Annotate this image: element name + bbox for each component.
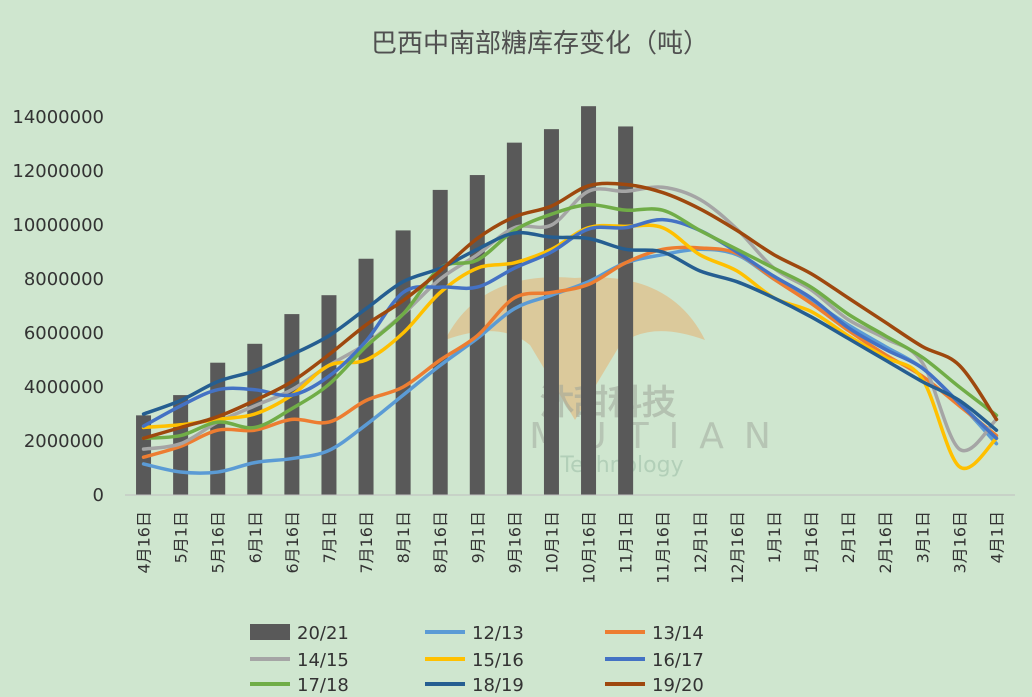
y-tick-label: 12000000 <box>12 161 104 182</box>
line-series-17/18 <box>141 202 999 441</box>
x-tick-label: 6月1日 <box>246 511 265 563</box>
x-tick-label: 2月16日 <box>876 511 895 574</box>
x-axis-ticks: 4月16日 5月1日 5月16日 6月1日 6月16日 7月1日 7月16日 8月1日 8月16… <box>135 511 1007 584</box>
x-tick-label: 7月1日 <box>320 511 339 563</box>
x-tick-label: 4月16日 <box>135 511 154 574</box>
line-series-group <box>141 181 999 475</box>
x-tick-label: 5月16日 <box>209 511 228 574</box>
x-tick-label: 8月16日 <box>431 511 450 574</box>
y-axis-ticks: 0 2000000 4000000 6000000 8000000 10000000 120… <box>12 107 104 506</box>
legend-item-label: 18/19 <box>472 675 524 696</box>
legend-swatch <box>250 624 290 640</box>
x-tick-label: 1月1日 <box>765 511 784 563</box>
bar-20/21 <box>247 343 263 495</box>
y-tick-label: 4000000 <box>24 377 104 398</box>
line-series-19/20 <box>141 181 999 441</box>
x-tick-label: 8月1日 <box>394 511 413 563</box>
bar-20/21 <box>321 295 337 495</box>
mutian-watermark-logo: 沐甜科技 MUTIAN Technology <box>445 277 791 478</box>
x-tick-label: 3月16日 <box>950 511 969 574</box>
y-tick-label: 0 <box>93 485 104 506</box>
legend-item-label: 16/17 <box>652 650 704 671</box>
x-tick-label: 12月16日 <box>728 511 747 584</box>
x-tick-label: 7月16日 <box>357 511 376 574</box>
chart-title: 巴西中南部糖库存变化（吨） <box>371 29 709 59</box>
y-tick-label: 2000000 <box>24 431 104 452</box>
legend: 20/21 12/13 13/14 14/15 15/16 16/17 17/18 18/19… <box>250 623 704 696</box>
x-tick-label: 11月1日 <box>617 511 636 574</box>
y-tick-label: 6000000 <box>24 323 104 344</box>
y-tick-label: 10000000 <box>12 215 104 236</box>
bar-20/21 <box>395 230 411 495</box>
legend-item-label: 12/13 <box>472 623 524 644</box>
bar-20/21 <box>506 142 522 495</box>
bar-series-20-21 <box>136 106 634 496</box>
y-tick-label: 14000000 <box>12 107 104 128</box>
x-tick-label: 9月1日 <box>468 511 487 563</box>
watermark-cn-text: 沐甜科技 <box>540 383 676 423</box>
bar-20/21 <box>432 189 448 495</box>
bar-20/21 <box>358 258 374 495</box>
x-tick-label: 4月1日 <box>987 511 1006 563</box>
bar-20/21 <box>284 314 300 495</box>
legend-item-label: 17/18 <box>297 675 349 696</box>
line-series-14/15 <box>141 185 999 453</box>
x-tick-label: 5月1日 <box>172 511 191 563</box>
legend-item-label: 19/20 <box>652 675 704 696</box>
x-tick-label: 3月1日 <box>913 511 932 563</box>
x-tick-label: 10月16日 <box>580 511 599 584</box>
x-tick-label: 2月1日 <box>839 511 858 563</box>
x-tick-label: 11月16日 <box>654 511 673 584</box>
legend-item-label: 14/15 <box>297 650 349 671</box>
line-series-16/17 <box>141 217 999 441</box>
x-tick-label: 12月1日 <box>691 511 710 574</box>
line-series-13/14 <box>141 245 999 459</box>
line-series-18/19 <box>141 230 999 432</box>
x-tick-label: 6月16日 <box>283 511 302 574</box>
bar-20/21 <box>618 126 634 495</box>
x-tick-label: 9月16日 <box>505 511 524 574</box>
bar-20/21 <box>136 415 152 495</box>
x-tick-label: 10月1日 <box>542 511 561 574</box>
bar-20/21 <box>543 129 559 495</box>
watermark-en-text: MUTIAN <box>529 416 791 457</box>
legend-item-label: 20/21 <box>297 623 349 644</box>
legend-item-label: 15/16 <box>472 650 524 671</box>
y-tick-label: 8000000 <box>24 269 104 290</box>
legend-item-label: 13/14 <box>652 623 704 644</box>
x-tick-label: 1月16日 <box>802 511 821 574</box>
bar-20/21 <box>581 106 597 495</box>
